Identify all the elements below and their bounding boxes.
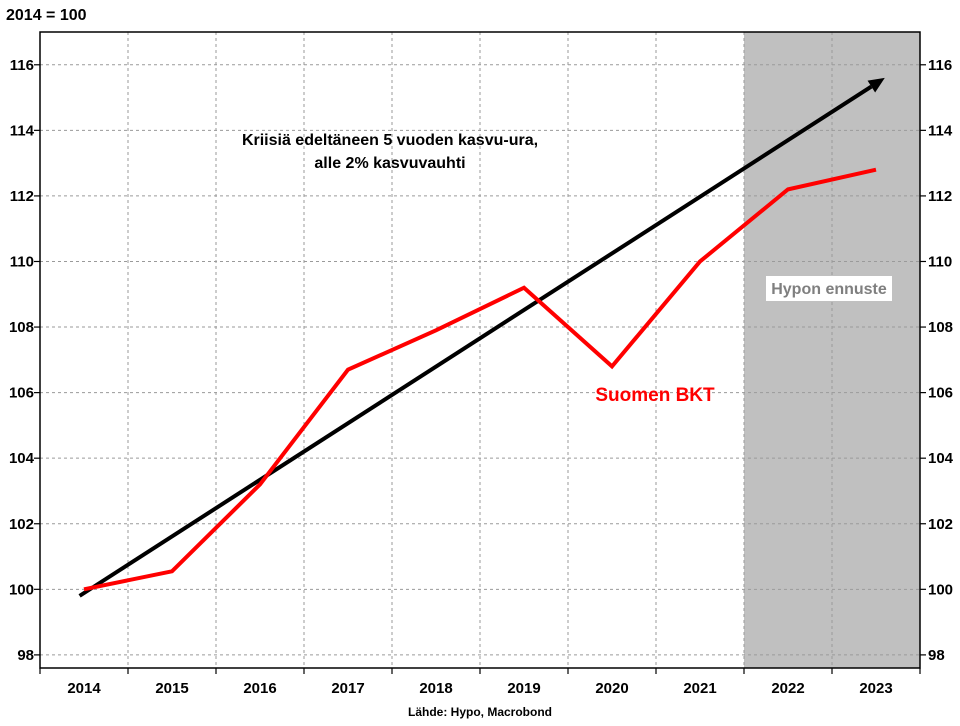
x-tick-label: 2017 bbox=[331, 680, 364, 697]
series-group bbox=[83, 167, 877, 592]
y-tick-label-left: 102 bbox=[9, 516, 34, 533]
trend-arrow-line bbox=[78, 84, 873, 598]
y-tick-label-right: 114 bbox=[928, 122, 953, 139]
y-tick-label-right: 112 bbox=[928, 188, 952, 205]
series-line-suomen-bkt bbox=[83, 167, 877, 592]
series-label-suomen-bkt: Suomen BKT bbox=[595, 385, 715, 406]
trend-arrow-group bbox=[78, 77, 885, 598]
y-tick-label-right: 98 bbox=[928, 647, 945, 664]
grid bbox=[40, 32, 920, 668]
y-tick-label-left: 100 bbox=[9, 581, 34, 598]
x-tick-label: 2022 bbox=[771, 680, 804, 697]
y-tick-label-left: 112 bbox=[10, 188, 34, 205]
x-tick-label: 2021 bbox=[683, 680, 716, 697]
x-tick-label: 2019 bbox=[507, 680, 540, 697]
y-tick-label-right: 110 bbox=[928, 253, 952, 270]
forecast-label: Hypon ennuste bbox=[771, 281, 887, 298]
trend-annotation-line2: alle 2% kasvuvauhti bbox=[314, 155, 465, 172]
x-tick-label: 2015 bbox=[155, 680, 188, 697]
y-tick-label-left: 114 bbox=[10, 122, 35, 139]
forecast-label-background bbox=[766, 276, 892, 301]
y-tick-label-right: 106 bbox=[928, 385, 953, 402]
x-tick-label: 2023 bbox=[859, 680, 892, 697]
source-note: Lähde: Hypo, Macrobond bbox=[408, 705, 552, 719]
y-tick-label-left: 116 bbox=[10, 57, 34, 74]
axis-ticks: 98 98 100 100 102 102 104 104 106 106 108 108 110 110… bbox=[9, 57, 954, 697]
y-tick-label-left: 106 bbox=[9, 385, 34, 402]
unit-label: 2014 = 100 bbox=[6, 7, 87, 24]
x-tick-label: 2018 bbox=[419, 680, 452, 697]
y-tick-label-right: 116 bbox=[928, 57, 952, 74]
x-tick-label: 2014 bbox=[67, 680, 101, 697]
y-tick-label-right: 100 bbox=[928, 581, 953, 598]
y-tick-label-left: 98 bbox=[17, 647, 34, 664]
y-tick-label-right: 108 bbox=[928, 319, 953, 336]
trend-arrow-head bbox=[867, 77, 885, 93]
x-tick-label: 2020 bbox=[595, 680, 628, 697]
trend-annotation-line1: Kriisiä edeltäneen 5 vuoden kasvu-ura, bbox=[242, 132, 538, 149]
y-tick-label-right: 102 bbox=[928, 516, 953, 533]
y-tick-label-left: 110 bbox=[10, 253, 34, 270]
x-tick-label: 2016 bbox=[243, 680, 276, 697]
y-tick-label-left: 108 bbox=[9, 319, 34, 336]
y-tick-label-right: 104 bbox=[928, 450, 954, 467]
y-tick-label-left: 104 bbox=[9, 450, 35, 467]
